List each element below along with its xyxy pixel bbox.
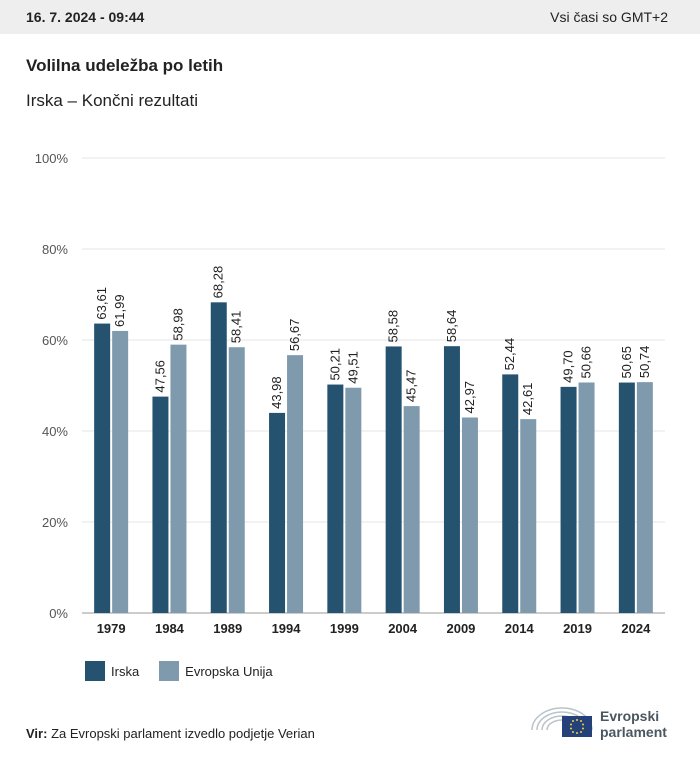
- x-tick-label: 2024: [621, 621, 651, 636]
- legend-item-irska: Irska: [85, 661, 139, 681]
- x-tick-label: 1979: [97, 621, 126, 636]
- data-label: 58,64: [444, 310, 459, 343]
- bar-irska: [618, 382, 635, 613]
- bar-irska: [502, 374, 519, 613]
- x-tick-label: 1984: [155, 621, 185, 636]
- data-label: 50,74: [637, 346, 652, 379]
- bar-irska: [385, 346, 402, 613]
- bar-irska: [560, 386, 577, 613]
- bar-irska: [269, 412, 286, 613]
- data-label: 58,58: [386, 310, 401, 343]
- european-parliament-logo: Evropski parlament: [528, 700, 678, 742]
- bar-eu: [287, 355, 304, 613]
- data-label: 49,51: [345, 351, 360, 384]
- data-label: 63,61: [94, 287, 109, 320]
- legend-item-eu: Evropska Unija: [159, 661, 273, 681]
- bar-eu: [578, 382, 595, 613]
- y-tick-label: 0%: [49, 606, 68, 621]
- bar-eu: [345, 387, 362, 613]
- data-label: 52,44: [502, 338, 517, 371]
- x-tick-label: 1994: [272, 621, 302, 636]
- x-tick-label: 2009: [446, 621, 475, 636]
- eu-flag-icon: [562, 716, 592, 737]
- bar-irska: [152, 396, 169, 613]
- bar-eu: [170, 344, 187, 613]
- chart-legend: Irska Evropska Unija: [85, 661, 293, 681]
- top-bar: 16. 7. 2024 - 09:44 Vsi časi so GMT+2: [0, 0, 700, 34]
- parliament-hemicycle-icon: [531, 707, 593, 737]
- source-label: Vir:: [26, 726, 48, 741]
- x-tick-label: 2019: [563, 621, 592, 636]
- logo-line-1: Evropski: [600, 708, 660, 724]
- chart-subtitle: Irska – Končni rezultati: [26, 91, 198, 110]
- bar-eu: [636, 382, 653, 613]
- x-tick-label: 1999: [330, 621, 359, 636]
- bar-irska: [443, 346, 460, 613]
- legend-label-eu: Evropska Unija: [185, 663, 273, 679]
- y-tick-label: 60%: [42, 333, 68, 348]
- source-note: Vir: Za Evropski parlament izvedlo podje…: [26, 726, 315, 741]
- data-label: 42,97: [462, 381, 477, 414]
- y-tick-label: 100%: [35, 151, 69, 166]
- x-tick-label: 2014: [505, 621, 535, 636]
- data-label: 58,98: [170, 308, 185, 341]
- data-label: 56,67: [287, 319, 302, 352]
- data-label: 58,41: [229, 311, 244, 344]
- chart-title: Volilna udeležba po letih: [26, 56, 224, 75]
- y-tick-label: 80%: [42, 242, 68, 257]
- data-label: 47,56: [152, 360, 167, 393]
- data-label: 42,61: [520, 383, 535, 416]
- legend-label-irska: Irska: [111, 663, 140, 679]
- x-tick-label: 1989: [213, 621, 242, 636]
- turnout-bar-chart: 0% 20% 40% 60% 80% 100% 63,61 61,99 1979 47,56 58,…: [35, 151, 665, 636]
- timezone-note: Vsi časi so GMT+2: [550, 9, 668, 25]
- bar-eu: [112, 330, 129, 613]
- x-tick-label: 2004: [388, 621, 418, 636]
- bar-eu: [461, 417, 478, 613]
- data-label: 50,21: [327, 348, 342, 381]
- bar-irska: [210, 302, 227, 613]
- legend-swatch-eu: [159, 661, 180, 681]
- logo-line-2: parlament: [600, 724, 667, 740]
- bar-eu: [520, 419, 537, 613]
- y-tick-label: 40%: [42, 424, 68, 439]
- data-label: 68,28: [211, 266, 226, 299]
- logo-wordmark: Evropski parlament: [600, 708, 667, 740]
- bar-eu: [403, 406, 420, 613]
- bar-irska: [327, 384, 344, 613]
- legend-swatch-irska: [85, 661, 105, 681]
- data-label: 45,47: [404, 370, 419, 403]
- data-label: 61,99: [112, 294, 127, 327]
- data-label: 50,65: [619, 346, 634, 379]
- data-label: 43,98: [269, 376, 284, 409]
- data-label: 50,66: [579, 346, 594, 379]
- bar-eu: [228, 347, 245, 613]
- bar-irska: [94, 323, 111, 613]
- data-label: 49,70: [561, 350, 576, 383]
- y-tick-label: 20%: [42, 515, 68, 530]
- source-text: Za Evropski parlament izvedlo podjetje V…: [51, 726, 315, 741]
- update-datetime: 16. 7. 2024 - 09:44: [26, 9, 145, 25]
